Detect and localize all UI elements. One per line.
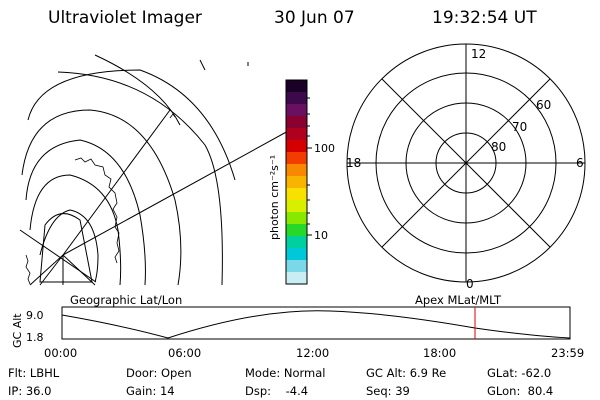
mlt-label-0: 0 xyxy=(466,277,474,291)
colorbar-tick-10: 10 xyxy=(314,229,328,242)
colorbar-stripe xyxy=(286,140,307,153)
info-mode: Mode: Normal xyxy=(245,366,326,380)
info-gc-alt: GC Alt: 6.9 Re xyxy=(366,366,447,380)
mlt-label-18: 18 xyxy=(346,156,361,170)
timeline-ytick-max: 9.0 xyxy=(26,309,44,322)
info-seq: Seq: 39 xyxy=(366,384,410,398)
timeline-ylabel: GC Alt xyxy=(11,313,24,348)
colorbar-stripe xyxy=(286,260,307,273)
info-dsp: Dsp: -4.4 xyxy=(245,384,309,398)
colorbar-stripe xyxy=(286,272,307,285)
geographic-map xyxy=(19,54,291,286)
colorbar-stripe xyxy=(286,200,307,213)
mlt-label-12: 12 xyxy=(471,47,486,61)
observation-time: 19:32:54 UT xyxy=(432,8,537,28)
gc-altitude-timeline: GC Alt 9.0 1.8 xyxy=(11,306,571,348)
info-gain: Gain: 14 xyxy=(126,384,175,398)
timeline-xtick: 06:00 xyxy=(168,346,202,360)
observation-date: 30 Jun 07 xyxy=(274,8,355,28)
info-ip: IP: 36.0 xyxy=(8,384,52,398)
colorbar-stripe xyxy=(286,164,307,177)
colorbar-stripe xyxy=(286,92,307,105)
colorbar: 100 10 photon cm⁻²s⁻¹ xyxy=(268,79,335,285)
colorbar-stripe xyxy=(286,152,307,165)
mlat-label-60: 60 xyxy=(536,98,551,112)
apex-caption: Apex MLat/MLT xyxy=(415,293,502,307)
colorbar-stripe xyxy=(286,176,307,189)
colorbar-stripe xyxy=(286,116,307,129)
info-glat: GLat: -62.0 xyxy=(487,366,552,380)
timeline-xtick: 23:59 xyxy=(551,346,585,360)
mlat-label-80: 80 xyxy=(491,140,506,154)
colorbar-stripe xyxy=(286,104,307,117)
mlt-label-6: 6 xyxy=(576,156,584,170)
colorbar-stripe xyxy=(286,224,307,237)
colorbar-unit-label: photon cm⁻²s⁻¹ xyxy=(268,155,281,240)
colorbar-stripe xyxy=(286,188,307,201)
colorbar-stripe xyxy=(286,212,307,225)
polar-mlat-mlt-plot xyxy=(346,43,586,283)
colorbar-stripe xyxy=(286,128,307,141)
colorbar-tick-100: 100 xyxy=(314,142,335,155)
timeline-xtick: 00:00 xyxy=(44,346,78,360)
info-door: Door: Open xyxy=(126,366,192,380)
timeline-xtick: 18:00 xyxy=(423,346,457,360)
colorbar-stripe xyxy=(286,80,307,93)
instrument-title: Ultraviolet Imager xyxy=(48,8,202,28)
colorbar-stripe xyxy=(286,248,307,261)
timeline-xtick: 12:00 xyxy=(296,346,330,360)
geographic-caption: Geographic Lat/Lon xyxy=(70,293,183,307)
polar-labels: 12 0 18 6 60 70 80 xyxy=(346,47,584,291)
timeline-ytick-min: 1.8 xyxy=(26,331,44,344)
info-glon: GLon: 80.4 xyxy=(487,384,554,398)
info-filter: Flt: LBHL xyxy=(8,366,60,380)
colorbar-stripe xyxy=(286,236,307,249)
mlat-label-70: 70 xyxy=(512,120,527,134)
